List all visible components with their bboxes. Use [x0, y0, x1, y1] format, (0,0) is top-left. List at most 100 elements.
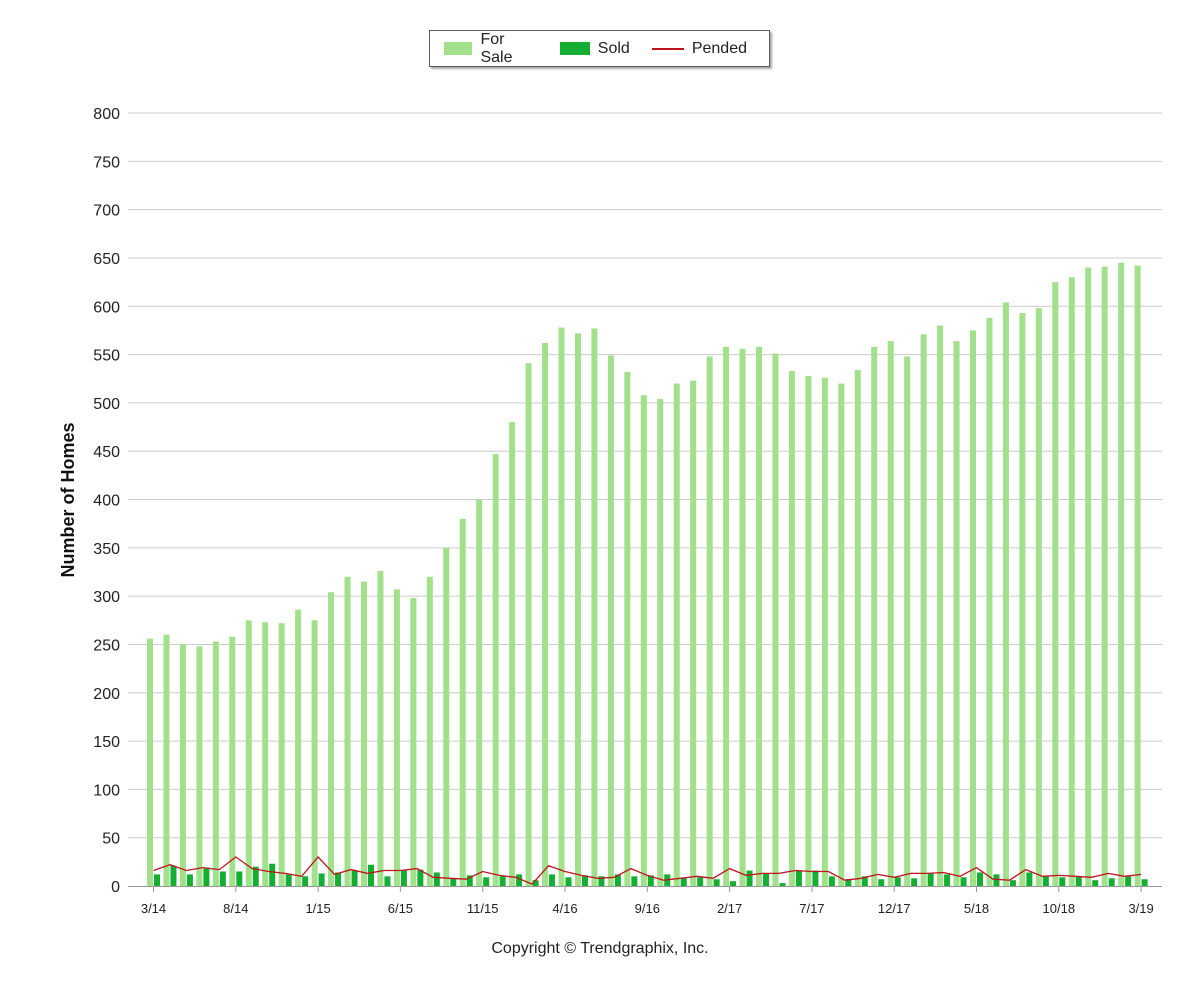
x-axis-ticks: 3/14 8/14 1/15 6/15 11/15 4/16 9/16 2/17 7/17 12/…: [141, 886, 1154, 916]
bar-sold: [1026, 872, 1033, 886]
bar-sold: [433, 872, 440, 886]
y-tick-label: 550: [93, 348, 120, 365]
bar-for-sale: [937, 325, 944, 886]
bar-for-sale: [344, 576, 351, 886]
y-tick-label: 100: [93, 782, 120, 799]
bar-for-sale: [986, 317, 993, 887]
y-tick-label: 650: [93, 251, 120, 268]
bar-sold: [878, 879, 885, 886]
bar-sold: [335, 872, 342, 886]
pended-line: [153, 856, 1142, 885]
bar-for-sale: [509, 422, 516, 886]
bar-sold: [680, 878, 687, 886]
bar-sold: [960, 877, 967, 886]
x-tick-label: 11/15: [467, 901, 499, 916]
bar-for-sale: [624, 371, 631, 887]
bar-for-sale: [525, 363, 532, 886]
bar-sold: [631, 876, 638, 886]
bar-for-sale: [953, 341, 960, 886]
bar-sold: [154, 874, 160, 886]
bar-sold: [911, 878, 918, 886]
bar-for-sale: [311, 620, 318, 886]
bar-sold: [219, 871, 226, 886]
bar-sold: [532, 880, 539, 886]
bar-for-sale: [443, 547, 450, 886]
y-tick-label: 350: [93, 541, 120, 558]
y-tick-label: 150: [93, 734, 120, 751]
bar-sold: [269, 863, 276, 886]
bar-sold: [186, 874, 193, 886]
bar-sold: [549, 874, 556, 886]
x-tick-label: 6/15: [388, 901, 413, 916]
bar-sold: [697, 877, 704, 886]
bar-sold: [1059, 877, 1066, 886]
bar-sold: [302, 876, 309, 886]
y-tick-label: 750: [93, 154, 120, 171]
bar-for-sale: [410, 598, 417, 886]
y-tick-label: 200: [93, 686, 120, 703]
bar-sold: [285, 874, 292, 886]
bar-for-sale: [377, 571, 384, 886]
bar-for-sale: [887, 341, 894, 886]
bar-for-sale: [1134, 265, 1141, 887]
x-tick-label: 4/16: [552, 901, 577, 916]
legend-label-for-sale: For Sale: [480, 30, 513, 66]
y-tick-label: 300: [93, 589, 120, 606]
pended-line-layer: [153, 856, 1142, 885]
copyright-notice: Copyright © Trendgraphix, Inc.: [491, 940, 709, 957]
bar-sold: [713, 879, 720, 886]
bar-for-sale: [904, 356, 911, 886]
bar-sold: [384, 876, 391, 886]
bar-for-sale: [854, 370, 861, 887]
y-tick-label: 400: [93, 493, 120, 510]
bar-for-sale: [690, 380, 697, 886]
x-tick-label: 3/14: [141, 901, 166, 916]
y-tick-label: 700: [93, 203, 120, 220]
bar-for-sale: [673, 383, 680, 886]
bar-sold: [565, 877, 572, 886]
bar-sold: [944, 874, 951, 886]
bar-for-sale: [542, 342, 549, 886]
legend-item-for-sale: For Sale: [444, 31, 538, 67]
bar-sold: [516, 874, 523, 886]
bar-sold: [1125, 876, 1132, 886]
y-tick-label: 50: [102, 831, 120, 848]
bar-sold: [483, 877, 490, 886]
legend-label-pended: Pended: [691, 39, 747, 57]
bar-sold: [170, 865, 177, 886]
bar-for-sale: [591, 328, 598, 886]
bar-sold: [466, 875, 473, 886]
bar-sold: [812, 870, 819, 886]
bar-sold: [927, 873, 934, 886]
legend-item-pended: Pended: [651, 39, 747, 58]
bar-sold: [977, 872, 983, 886]
bar-sold: [746, 870, 753, 886]
bar-for-sale: [838, 383, 845, 886]
bar-sold: [894, 877, 901, 886]
bar-for-sale: [476, 499, 483, 886]
bar-for-sale: [871, 346, 878, 886]
bar-sold: [993, 874, 1000, 886]
bar-for-sale: [772, 353, 779, 886]
bar-sold: [252, 866, 259, 886]
bar-for-sale: [360, 581, 367, 886]
bar-sold: [845, 879, 852, 886]
bars: [147, 262, 1148, 887]
legend-swatch-pended: [651, 47, 684, 50]
bar-for-sale: [1052, 282, 1059, 886]
bar-for-sale: [179, 644, 186, 886]
y-axis-label: Number of Homes: [58, 422, 78, 577]
bar-sold: [1042, 876, 1049, 886]
x-tick-label: 5/18: [964, 901, 989, 916]
x-tick-label: 1/15: [305, 901, 330, 916]
bar-for-sale: [426, 576, 433, 886]
bar-sold: [318, 873, 325, 886]
x-tick-label: 7/17: [799, 901, 824, 916]
bar-for-sale: [805, 375, 812, 886]
bar-sold: [861, 876, 868, 886]
bar-sold: [203, 867, 210, 886]
bar-for-sale: [1101, 266, 1108, 886]
bar-for-sale: [229, 636, 236, 886]
bar-for-sale: [970, 330, 976, 886]
